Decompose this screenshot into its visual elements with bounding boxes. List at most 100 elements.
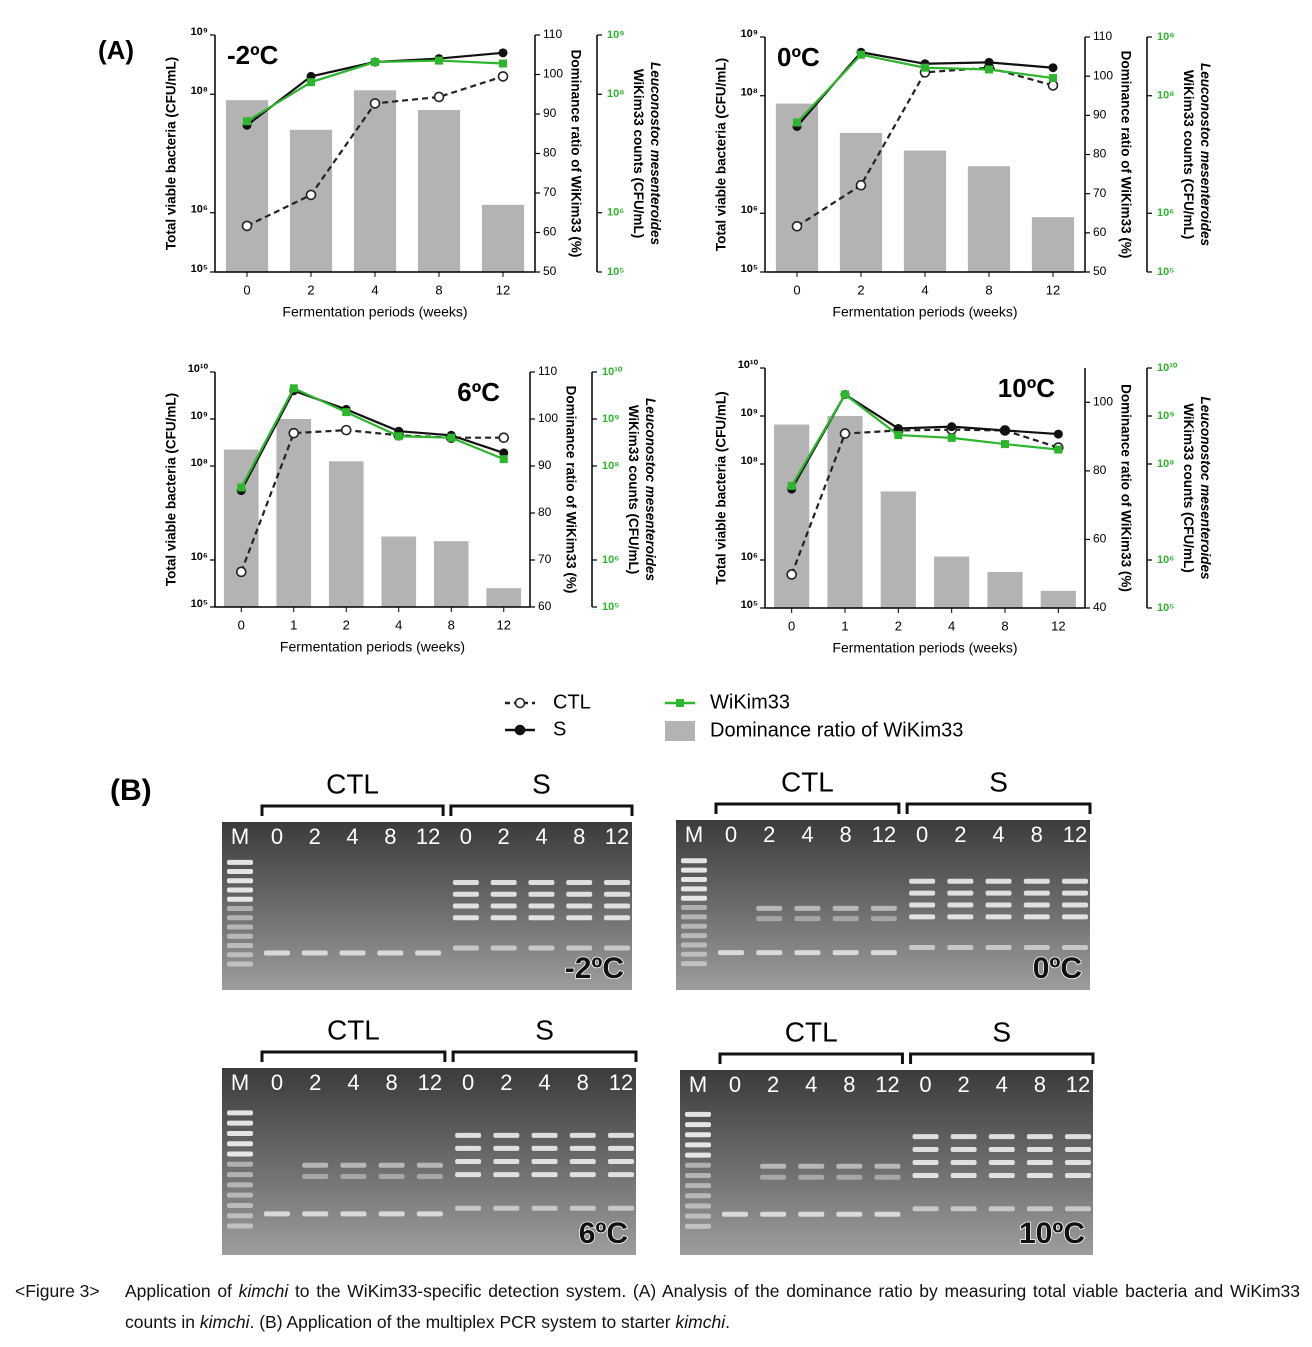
- y-tick-label: 10⁹: [191, 26, 208, 38]
- gel-band: [681, 914, 707, 920]
- bar: [353, 90, 397, 272]
- lane-label: 4: [538, 1070, 550, 1095]
- gel-band: [1065, 1160, 1091, 1165]
- marker: [342, 408, 351, 417]
- marker: [984, 57, 994, 67]
- gel-band: [604, 903, 630, 909]
- y-tick-label: 10⁹: [741, 28, 758, 40]
- gel-band: [870, 905, 897, 911]
- legend-swatch: [514, 697, 526, 709]
- lane-label: 0: [725, 822, 737, 847]
- x-tick-label: 8: [1001, 618, 1008, 633]
- gel-band: [798, 1211, 825, 1217]
- gel-band: [685, 1193, 711, 1199]
- gel-band: [302, 1173, 329, 1179]
- gel-band: [227, 1120, 253, 1126]
- gel-band: [1023, 902, 1050, 908]
- y-axis-label: Total viable bacteria (CFU/mL): [714, 391, 729, 584]
- gel-band: [452, 915, 479, 921]
- y2-tick-label: 110: [538, 364, 557, 378]
- gel-band: [1026, 1172, 1053, 1178]
- gel-band: [685, 1122, 711, 1128]
- x-axis-label: Fermentation periods (weeks): [282, 304, 467, 320]
- y-tick-label: 10⁵: [741, 263, 758, 275]
- bar: [839, 132, 883, 272]
- gel-band: [685, 1223, 711, 1229]
- legend-swatch: [514, 724, 526, 736]
- y2-tick-label: 40: [1093, 600, 1107, 614]
- figure: (A) (B) 10⁵10⁶10⁸10⁹506070809010011010⁵1…: [98, 26, 1213, 1255]
- x-tick-label: 2: [343, 617, 350, 632]
- gel-band: [264, 1211, 290, 1217]
- lane-label: 8: [840, 822, 852, 847]
- x-tick-label: 0: [238, 617, 245, 632]
- gel-band: [681, 951, 707, 957]
- y3-axis-label-italic: Leuconostoc mesenteroides: [1198, 63, 1213, 247]
- gel-band: [681, 877, 707, 882]
- y2-tick-label: 70: [538, 552, 552, 566]
- y-axis-label: Total viable bacteria (CFU/mL): [164, 393, 179, 586]
- y2-tick-label: 100: [543, 67, 563, 81]
- gel-band: [227, 961, 253, 967]
- bar: [223, 449, 259, 607]
- gel-band: [227, 915, 253, 921]
- x-tick-label: 2: [857, 282, 864, 297]
- gel-band: [455, 1205, 482, 1211]
- gel-band: [681, 933, 707, 939]
- gel-band: [493, 1145, 520, 1151]
- caption-text: to the WiKim33-specific detection system…: [125, 1281, 1301, 1332]
- gel-band: [950, 1134, 977, 1140]
- marker: [1054, 445, 1063, 454]
- gel-band: [455, 1159, 482, 1164]
- gel-band: [227, 1130, 253, 1136]
- marker: [1047, 80, 1059, 91]
- gel-band: [681, 961, 707, 967]
- y-axis-label: Total viable bacteria (CFU/mL): [714, 58, 729, 251]
- gel-band: [1062, 945, 1088, 950]
- marker: [340, 424, 352, 436]
- y3-tick-label: 10⁵: [602, 601, 619, 613]
- y2-tick-label: 100: [538, 411, 558, 425]
- bar: [827, 416, 863, 608]
- lane-label: 2: [498, 824, 510, 849]
- gel-band: [756, 905, 783, 911]
- y3-tick-label: 10⁸: [607, 88, 624, 100]
- group-bracket: [260, 1050, 447, 1062]
- gel-band: [912, 1134, 939, 1140]
- gel-band: [566, 891, 593, 897]
- gel-band: [452, 903, 479, 909]
- x-tick-label: 12: [1051, 618, 1065, 633]
- y3-tick-label: 10¹⁰: [1157, 362, 1178, 374]
- y2-tick-label: 60: [1093, 532, 1107, 546]
- y-tick-label: 10⁹: [191, 410, 208, 422]
- lane-label: 12: [418, 1070, 442, 1095]
- y3-tick-label: 10⁶: [602, 554, 619, 566]
- gel-band: [1026, 1147, 1053, 1153]
- gel-band: [988, 1147, 1015, 1153]
- bar: [433, 541, 469, 607]
- bar: [987, 572, 1023, 608]
- y3-tick-label: 10¹⁰: [602, 366, 623, 378]
- gel-band: [832, 950, 859, 956]
- x-tick-label: 8: [448, 617, 455, 632]
- lane-label: 0: [462, 1070, 474, 1095]
- y-axis-label: Total viable bacteria (CFU/mL): [164, 57, 179, 250]
- y-tick-label: 10⁵: [191, 598, 208, 610]
- marker: [394, 432, 403, 441]
- gel-band: [301, 950, 328, 956]
- y2-axis-label: Dominance ratio of WiKim33 (%): [563, 386, 578, 594]
- group-label: S: [532, 768, 551, 799]
- marker: [893, 423, 903, 433]
- gel-band: [227, 1151, 253, 1157]
- gel-band: [604, 945, 630, 951]
- y3-tick-label: 10⁵: [607, 266, 624, 278]
- lane-label: 2: [309, 1070, 321, 1095]
- y3-tick-label: 10⁸: [602, 460, 619, 472]
- gel-band: [340, 1211, 367, 1217]
- group-bracket: [718, 1052, 904, 1064]
- gel-band: [227, 1161, 253, 1167]
- marker: [241, 220, 253, 232]
- caption-text: . (B) Application of the multiplex PCR s…: [249, 1312, 676, 1332]
- gel-band: [528, 945, 555, 951]
- marker: [841, 390, 849, 399]
